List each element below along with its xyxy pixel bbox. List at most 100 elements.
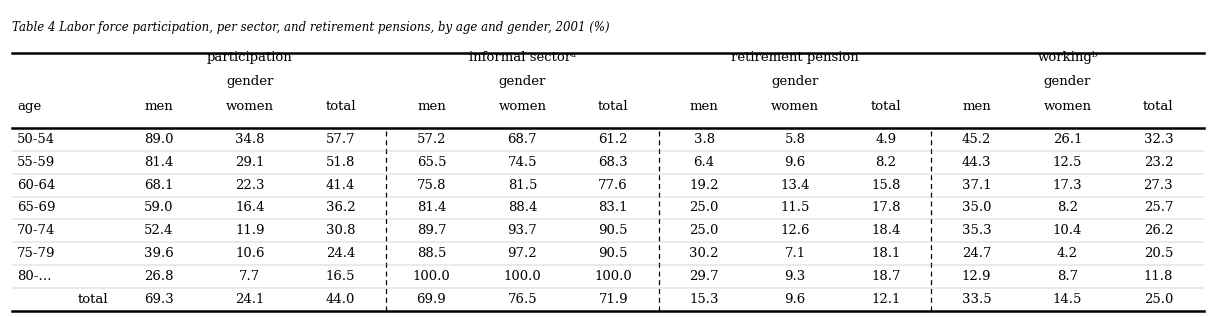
- Text: 10.4: 10.4: [1053, 224, 1082, 237]
- Text: 90.5: 90.5: [598, 224, 627, 237]
- Text: 37.1: 37.1: [962, 178, 991, 191]
- Text: 61.2: 61.2: [598, 133, 627, 146]
- Text: participation: participation: [207, 51, 293, 64]
- Text: 9.3: 9.3: [784, 270, 805, 283]
- Text: 52.4: 52.4: [145, 224, 174, 237]
- Text: gender: gender: [499, 75, 546, 88]
- Text: 20.5: 20.5: [1144, 247, 1173, 260]
- Text: workingᵇ: workingᵇ: [1037, 51, 1098, 64]
- Text: 90.5: 90.5: [598, 247, 627, 260]
- Text: informal sectorᵃ: informal sectorᵃ: [469, 51, 576, 64]
- Text: 4.9: 4.9: [876, 133, 896, 146]
- Text: 88.4: 88.4: [507, 201, 537, 214]
- Text: 22.3: 22.3: [235, 178, 265, 191]
- Text: 97.2: 97.2: [507, 247, 537, 260]
- Text: gender: gender: [1043, 75, 1091, 88]
- Text: 75-79: 75-79: [17, 247, 56, 260]
- Text: 24.4: 24.4: [326, 247, 355, 260]
- Text: women: women: [499, 100, 546, 113]
- Text: Table 4 Labor force participation, per sector, and retirement pensions, by age a: Table 4 Labor force participation, per s…: [12, 21, 609, 34]
- Text: gender: gender: [226, 75, 274, 88]
- Text: 26.2: 26.2: [1144, 224, 1173, 237]
- Text: 25.7: 25.7: [1144, 201, 1173, 214]
- Text: 50-54: 50-54: [17, 133, 55, 146]
- Text: 89.0: 89.0: [145, 133, 174, 146]
- Text: 69.3: 69.3: [143, 293, 174, 306]
- Text: 80-…: 80-…: [17, 270, 51, 283]
- Text: men: men: [417, 100, 446, 113]
- Text: 11.9: 11.9: [235, 224, 265, 237]
- Text: 24.7: 24.7: [962, 247, 991, 260]
- Text: 77.6: 77.6: [598, 178, 629, 191]
- Text: 18.7: 18.7: [871, 270, 901, 283]
- Text: retirement pension: retirement pension: [731, 51, 858, 64]
- Text: 100.0: 100.0: [412, 270, 450, 283]
- Text: men: men: [962, 100, 991, 113]
- Text: 17.8: 17.8: [871, 201, 901, 214]
- Text: 34.8: 34.8: [235, 133, 265, 146]
- Text: 12.6: 12.6: [781, 224, 810, 237]
- Text: 9.6: 9.6: [784, 293, 805, 306]
- Text: 76.5: 76.5: [507, 293, 537, 306]
- Text: 74.5: 74.5: [507, 156, 537, 169]
- Text: 65-69: 65-69: [17, 201, 56, 214]
- Text: gender: gender: [771, 75, 818, 88]
- Text: 12.9: 12.9: [962, 270, 991, 283]
- Text: 25.0: 25.0: [1144, 293, 1173, 306]
- Text: 19.2: 19.2: [689, 178, 719, 191]
- Text: 11.8: 11.8: [1144, 270, 1173, 283]
- Text: 81.5: 81.5: [507, 178, 537, 191]
- Text: 29.1: 29.1: [235, 156, 265, 169]
- Text: 100.0: 100.0: [503, 270, 541, 283]
- Text: 51.8: 51.8: [326, 156, 355, 169]
- Text: 12.1: 12.1: [871, 293, 901, 306]
- Text: women: women: [1043, 100, 1092, 113]
- Text: 27.3: 27.3: [1143, 178, 1173, 191]
- Text: 26.1: 26.1: [1053, 133, 1082, 146]
- Text: 25.0: 25.0: [689, 224, 719, 237]
- Text: 15.3: 15.3: [689, 293, 719, 306]
- Text: 100.0: 100.0: [595, 270, 632, 283]
- Text: 39.6: 39.6: [143, 247, 174, 260]
- Text: 30.8: 30.8: [326, 224, 355, 237]
- Text: 70-74: 70-74: [17, 224, 55, 237]
- Text: 35.0: 35.0: [962, 201, 991, 214]
- Text: 8.2: 8.2: [1057, 201, 1079, 214]
- Text: 8.2: 8.2: [876, 156, 896, 169]
- Text: 8.7: 8.7: [1057, 270, 1079, 283]
- Text: 15.8: 15.8: [871, 178, 901, 191]
- Text: 10.6: 10.6: [235, 247, 265, 260]
- Text: total: total: [326, 100, 356, 113]
- Text: 7.7: 7.7: [240, 270, 260, 283]
- Text: 71.9: 71.9: [598, 293, 627, 306]
- Text: 44.3: 44.3: [962, 156, 991, 169]
- Text: age: age: [17, 100, 41, 113]
- Text: 33.5: 33.5: [962, 293, 991, 306]
- Text: 81.4: 81.4: [145, 156, 174, 169]
- Text: 44.0: 44.0: [326, 293, 355, 306]
- Text: 81.4: 81.4: [417, 201, 446, 214]
- Text: 26.8: 26.8: [145, 270, 174, 283]
- Text: 75.8: 75.8: [417, 178, 446, 191]
- Text: 35.3: 35.3: [962, 224, 991, 237]
- Text: 25.0: 25.0: [689, 201, 719, 214]
- Text: 29.7: 29.7: [689, 270, 719, 283]
- Text: 30.2: 30.2: [689, 247, 719, 260]
- Text: 45.2: 45.2: [962, 133, 991, 146]
- Text: 88.5: 88.5: [417, 247, 446, 260]
- Text: 65.5: 65.5: [417, 156, 446, 169]
- Text: total: total: [78, 293, 108, 306]
- Text: 83.1: 83.1: [598, 201, 627, 214]
- Text: 7.1: 7.1: [784, 247, 805, 260]
- Text: 18.4: 18.4: [871, 224, 901, 237]
- Text: 6.4: 6.4: [693, 156, 715, 169]
- Text: 16.5: 16.5: [326, 270, 355, 283]
- Text: 24.1: 24.1: [235, 293, 264, 306]
- Text: total: total: [598, 100, 629, 113]
- Text: 13.4: 13.4: [781, 178, 810, 191]
- Text: 60-64: 60-64: [17, 178, 55, 191]
- Text: 41.4: 41.4: [326, 178, 355, 191]
- Text: 12.5: 12.5: [1053, 156, 1082, 169]
- Text: 11.5: 11.5: [781, 201, 810, 214]
- Text: 69.9: 69.9: [417, 293, 446, 306]
